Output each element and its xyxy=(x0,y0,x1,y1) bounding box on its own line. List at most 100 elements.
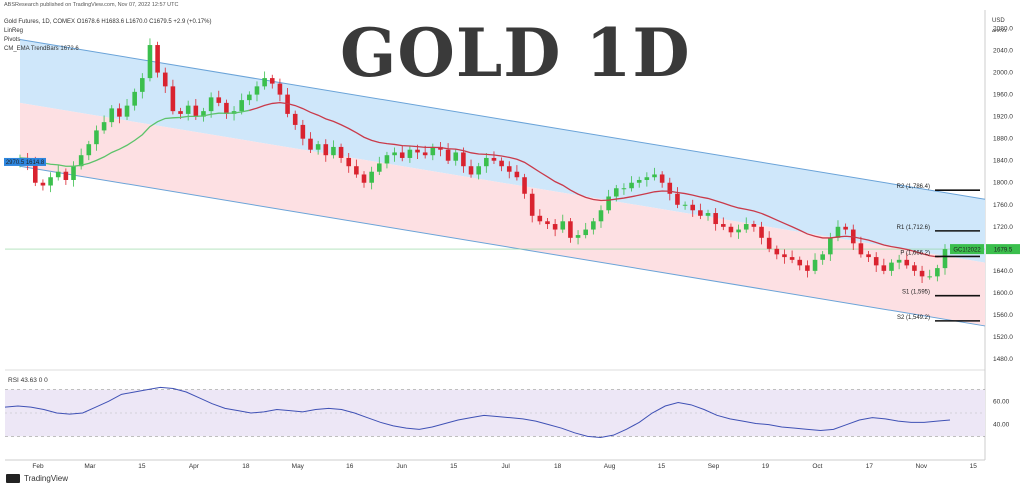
candle-body xyxy=(904,259,910,266)
candle-body xyxy=(384,155,390,164)
candle-body xyxy=(247,94,252,101)
time-tick-label: 16 xyxy=(346,463,354,470)
candle-body xyxy=(315,144,321,150)
price-tick-label: 1920.0 xyxy=(993,114,1013,121)
candle-body xyxy=(575,235,581,238)
candle-body xyxy=(32,163,38,183)
candle-body xyxy=(942,249,948,269)
candle-body xyxy=(453,152,459,161)
time-tick-label: Sep xyxy=(708,463,720,470)
candle-body xyxy=(147,45,153,79)
symbol-tag-label: GC1!2022 xyxy=(953,248,981,254)
time-tick-label: May xyxy=(292,463,305,470)
candle-body xyxy=(743,224,749,230)
last-price-tag-box xyxy=(986,244,1020,255)
candle-body xyxy=(560,221,566,230)
time-tick-label: 19 xyxy=(762,463,770,470)
candle-body xyxy=(94,130,99,145)
candle-body xyxy=(55,171,61,178)
price-tick-label: 2040.0 xyxy=(993,48,1013,55)
candle-body xyxy=(713,213,718,225)
candle-body xyxy=(216,97,222,103)
candle-body xyxy=(820,254,825,260)
candle-body xyxy=(86,144,92,156)
candle-body xyxy=(797,259,803,266)
candle-body xyxy=(399,152,405,158)
time-tick-label: Oct xyxy=(812,463,822,470)
rsi-tick-label: 60.00 xyxy=(993,398,1010,405)
candle-body xyxy=(338,146,344,158)
candle-body xyxy=(430,146,436,156)
candle-body xyxy=(468,166,474,175)
candle-body xyxy=(529,193,535,216)
candle-body xyxy=(537,215,543,222)
pivot-label-s1: S1 (1,595) xyxy=(902,290,930,296)
time-tick-label: 18 xyxy=(554,463,562,470)
publisher-line: ABSResearch published on TradingView.com… xyxy=(4,2,179,8)
indicator-linreg[interactable]: LinReg xyxy=(4,28,24,34)
candle-body xyxy=(224,102,229,114)
candle-body xyxy=(292,113,298,125)
candle-body xyxy=(422,152,428,156)
candle-body xyxy=(323,144,329,156)
candle-body xyxy=(140,78,145,92)
candle-body xyxy=(828,237,833,255)
pivot-label-r2: R2 (1,786.4) xyxy=(897,184,930,190)
candle-body xyxy=(621,188,627,190)
candle-body xyxy=(514,171,520,178)
currency-label: USD xyxy=(992,18,1005,24)
candle-body xyxy=(545,221,550,225)
time-tick-label: Apr xyxy=(189,463,200,470)
channel-lower-band xyxy=(20,102,985,326)
candle-body xyxy=(155,45,160,73)
tradingview-icon xyxy=(6,474,20,483)
candle-body xyxy=(178,111,183,114)
candle-body xyxy=(415,149,420,153)
candle-body xyxy=(835,226,841,238)
price-tick-label: 1720.0 xyxy=(993,224,1013,231)
tradingview-logo-text: TradingView xyxy=(24,474,69,483)
candle-body xyxy=(124,105,130,117)
candle-body xyxy=(461,152,466,167)
time-tick-label: 15 xyxy=(970,463,978,470)
candle-body xyxy=(912,265,917,271)
candle-body xyxy=(812,259,818,271)
candle-body xyxy=(659,174,665,183)
candle-body xyxy=(499,160,504,167)
candle-body xyxy=(476,166,481,175)
time-tick-label: Aug xyxy=(604,463,616,470)
rsi-line xyxy=(4,386,951,439)
candle-body xyxy=(346,157,352,167)
candle-body xyxy=(300,124,306,139)
candle-body xyxy=(308,138,313,150)
candle-body xyxy=(491,157,497,161)
candle-body xyxy=(728,226,734,233)
candle-body xyxy=(361,174,367,183)
candle-body xyxy=(201,111,206,117)
time-tick-label: Jun xyxy=(396,463,407,470)
time-tick-label: 15 xyxy=(658,463,666,470)
candle-body xyxy=(552,224,558,230)
ema-line-green xyxy=(19,109,250,167)
candle-body xyxy=(568,221,573,238)
time-tick-label: 15 xyxy=(138,463,146,470)
candle-body xyxy=(591,221,596,230)
indicator-pivots[interactable]: Pivots xyxy=(4,37,21,43)
currency-sub-label: ΔRKV2 xyxy=(992,28,1007,33)
candle-body xyxy=(667,182,673,194)
indicator-ema-trendbars[interactable]: CM_EMA TrendBars 1672.6 xyxy=(4,46,79,52)
time-tick-label: 18 xyxy=(242,463,250,470)
rsi-label: RSI 43.63 0 0 xyxy=(8,377,48,384)
candle-body xyxy=(889,262,894,271)
tradingview-logo[interactable]: TradingView xyxy=(6,474,68,483)
price-tick-label: 1880.0 xyxy=(993,136,1013,143)
price-tick-label: 1520.0 xyxy=(993,334,1013,341)
candle-body xyxy=(438,146,443,150)
candle-body xyxy=(896,259,902,263)
candle-body xyxy=(484,157,489,167)
candle-body xyxy=(881,265,887,271)
candle-body xyxy=(269,78,275,84)
candle-body xyxy=(132,91,137,106)
channel-lower-line xyxy=(19,165,986,327)
candle-body xyxy=(583,229,588,236)
